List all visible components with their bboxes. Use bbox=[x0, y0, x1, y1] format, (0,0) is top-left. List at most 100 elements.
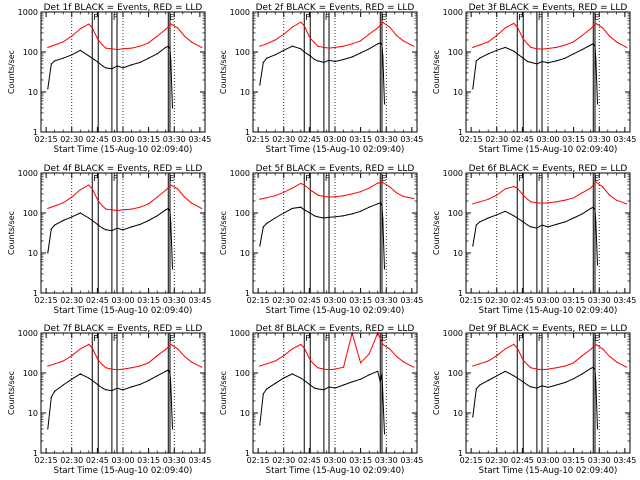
data-point-events bbox=[328, 216, 330, 218]
x-axis-label: Start Time (15-Aug-10 02:09:40) bbox=[479, 145, 618, 155]
data-point-lld bbox=[105, 208, 107, 210]
data-point-events bbox=[487, 217, 489, 219]
data-point-lld bbox=[200, 366, 203, 368]
data-point-lld bbox=[62, 360, 64, 362]
flag-interval-box bbox=[536, 332, 543, 454]
x-tick-label: 03:30 bbox=[163, 456, 186, 465]
y-tick-label: 1 bbox=[458, 289, 463, 298]
data-point-lld bbox=[71, 35, 73, 37]
data-point-events bbox=[472, 245, 474, 247]
x-tick-label: 03:15 bbox=[562, 456, 585, 465]
data-point-lld bbox=[111, 48, 113, 50]
data-point-lld bbox=[526, 43, 529, 45]
data-point-lld bbox=[130, 367, 133, 369]
x-tick-label: 02:30 bbox=[485, 456, 508, 465]
data-point-lld bbox=[328, 196, 330, 198]
flag-letter: E bbox=[169, 334, 174, 343]
data-point-lld bbox=[522, 38, 524, 40]
x-tick-label: 03:30 bbox=[163, 296, 186, 305]
data-point-lld bbox=[283, 191, 285, 193]
data-point-events bbox=[547, 226, 549, 228]
data-point-lld bbox=[615, 361, 617, 363]
data-point-lld bbox=[547, 368, 549, 370]
data-point-lld bbox=[323, 368, 325, 370]
x-tick-label: 03:00 bbox=[323, 456, 346, 465]
data-point-events bbox=[47, 252, 49, 254]
data-point-events bbox=[266, 388, 268, 390]
x-tick-label: 03:00 bbox=[536, 456, 559, 465]
y-tick-label: 10 bbox=[453, 88, 463, 97]
data-point-events bbox=[139, 383, 141, 385]
data-point-events bbox=[111, 68, 113, 70]
y-tick-label: 1000 bbox=[18, 329, 38, 338]
data-point-lld bbox=[487, 41, 489, 43]
flag-letter: F bbox=[113, 334, 118, 343]
data-point-lld bbox=[360, 40, 362, 42]
data-point-events bbox=[536, 227, 538, 229]
data-point-lld bbox=[395, 34, 398, 37]
data-point-lld bbox=[536, 48, 538, 50]
data-point-events bbox=[351, 381, 353, 383]
data-point-lld bbox=[139, 206, 141, 208]
x-tick-label: 03:45 bbox=[188, 296, 211, 305]
data-point-events bbox=[594, 45, 596, 47]
data-point-lld bbox=[313, 42, 316, 44]
data-point-events bbox=[105, 229, 107, 231]
x-tick-label: 03:30 bbox=[375, 296, 398, 305]
data-point-events bbox=[97, 224, 99, 226]
data-point-events bbox=[156, 53, 158, 55]
data-point-events bbox=[377, 370, 379, 372]
series-line-events bbox=[47, 207, 173, 269]
data-point-lld bbox=[165, 28, 167, 30]
data-point-lld bbox=[402, 40, 404, 42]
data-point-lld bbox=[148, 362, 150, 364]
data-point-lld bbox=[368, 187, 370, 189]
data-point-events bbox=[165, 370, 167, 372]
data-point-lld bbox=[79, 189, 81, 191]
data-point-lld bbox=[334, 196, 336, 198]
data-point-events bbox=[595, 221, 597, 223]
data-point-lld bbox=[479, 363, 481, 365]
data-point-lld bbox=[148, 42, 150, 44]
data-point-lld bbox=[47, 365, 49, 367]
data-point-lld bbox=[487, 360, 489, 362]
data-point-events bbox=[351, 56, 353, 58]
data-point-lld bbox=[513, 185, 515, 188]
data-point-events bbox=[504, 370, 506, 372]
flag-interval-box bbox=[379, 172, 383, 294]
flag-letter: F bbox=[93, 174, 98, 183]
x-tick-label: 03:15 bbox=[137, 456, 160, 465]
data-point-events bbox=[323, 389, 325, 391]
data-point-events bbox=[122, 229, 124, 231]
data-point-events bbox=[590, 44, 592, 46]
data-point-events bbox=[573, 53, 575, 55]
data-point-events bbox=[379, 42, 381, 44]
data-point-lld bbox=[595, 343, 597, 345]
y-tick-label: 10 bbox=[28, 409, 38, 418]
data-point-events bbox=[536, 387, 538, 389]
data-point-events bbox=[169, 48, 171, 50]
series-line-events bbox=[259, 370, 385, 434]
x-axis-label: Start Time (15-Aug-10 02:09:40) bbox=[266, 145, 405, 155]
flag-letter: F bbox=[518, 174, 523, 183]
series-line-lld bbox=[259, 181, 414, 200]
data-point-lld bbox=[368, 353, 370, 355]
data-point-lld bbox=[190, 361, 192, 363]
data-point-events bbox=[170, 384, 172, 386]
data-point-lld bbox=[101, 44, 104, 46]
data-point-events bbox=[323, 217, 325, 219]
data-point-events bbox=[377, 43, 379, 45]
data-point-lld bbox=[303, 347, 305, 349]
data-point-events bbox=[513, 215, 515, 217]
data-point-events bbox=[496, 214, 498, 216]
data-point-lld bbox=[573, 197, 575, 199]
data-point-events bbox=[309, 212, 311, 214]
x-tick-label: 03:00 bbox=[536, 135, 559, 144]
flag-letter: F bbox=[305, 174, 310, 183]
y-tick-label: 100 bbox=[235, 209, 250, 218]
data-point-lld bbox=[513, 343, 515, 345]
y-tick-label: 10 bbox=[28, 88, 38, 97]
flag-letter: F bbox=[113, 13, 118, 22]
data-point-lld bbox=[608, 194, 611, 196]
x-tick-label: 02:30 bbox=[272, 135, 295, 144]
